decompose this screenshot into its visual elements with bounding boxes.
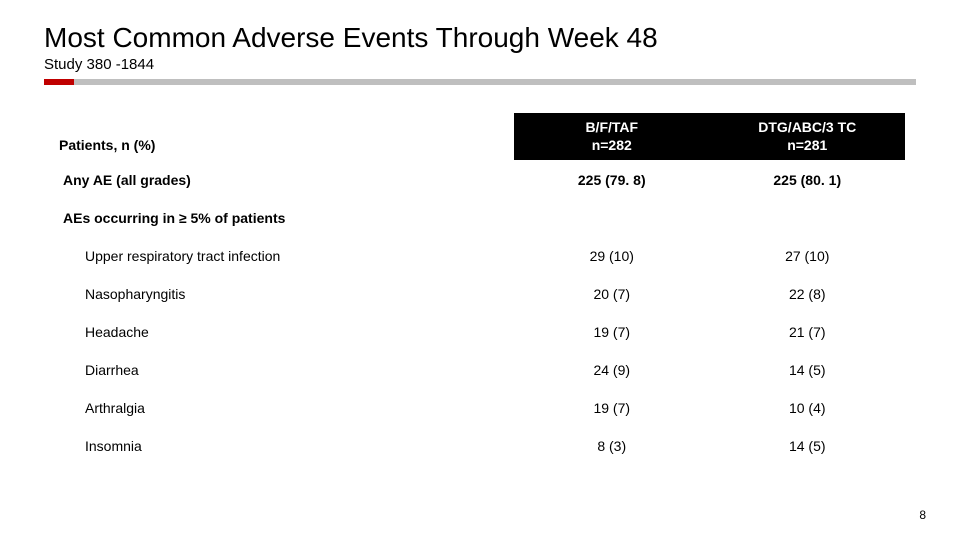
col2-line2: n=281 bbox=[718, 137, 898, 155]
page-number: 8 bbox=[919, 508, 926, 522]
row-label: Upper respiratory tract infection bbox=[55, 237, 514, 275]
table-row: Headache19 (7)21 (7) bbox=[55, 313, 905, 351]
row-label: Insomnia bbox=[55, 427, 514, 465]
table-row: Arthralgia19 (7)10 (4) bbox=[55, 389, 905, 427]
row-value-2: 14 (5) bbox=[710, 427, 906, 465]
row-label: Nasopharyngitis bbox=[55, 275, 514, 313]
slide-subtitle: Study 380 -1844 bbox=[44, 56, 916, 73]
row-label: Arthralgia bbox=[55, 389, 514, 427]
row-value-1: 29 (10) bbox=[514, 237, 710, 275]
row-header-label: Patients, n (%) bbox=[55, 113, 514, 161]
title-rule bbox=[44, 79, 916, 85]
row-value-1: 19 (7) bbox=[514, 313, 710, 351]
col-header-1: B/F/TAF n=282 bbox=[514, 113, 710, 161]
rule-accent bbox=[44, 79, 74, 85]
table-body: Any AE (all grades)225 (79. 8)225 (80. 1… bbox=[55, 161, 905, 465]
row-value-1: 20 (7) bbox=[514, 275, 710, 313]
table-row: AEs occurring in ≥ 5% of patients bbox=[55, 199, 905, 237]
table-row: Nasopharyngitis20 (7)22 (8) bbox=[55, 275, 905, 313]
row-value-1: 24 (9) bbox=[514, 351, 710, 389]
col-header-2: DTG/ABC/3 TC n=281 bbox=[710, 113, 906, 161]
row-value-2: 10 (4) bbox=[710, 389, 906, 427]
table-row: Any AE (all grades)225 (79. 8)225 (80. 1… bbox=[55, 161, 905, 199]
col1-line1: B/F/TAF bbox=[522, 119, 702, 137]
col2-line1: DTG/ABC/3 TC bbox=[718, 119, 898, 137]
rule-gray bbox=[74, 79, 916, 85]
row-label: Any AE (all grades) bbox=[55, 161, 514, 199]
row-label: Headache bbox=[55, 313, 514, 351]
table-row: Insomnia8 (3)14 (5) bbox=[55, 427, 905, 465]
slide-title: Most Common Adverse Events Through Week … bbox=[44, 22, 916, 54]
row-value-1: 8 (3) bbox=[514, 427, 710, 465]
slide: Most Common Adverse Events Through Week … bbox=[0, 0, 960, 540]
adverse-events-table: Patients, n (%) B/F/TAF n=282 DTG/ABC/3 … bbox=[55, 113, 905, 466]
row-value-1: 19 (7) bbox=[514, 389, 710, 427]
row-label: Diarrhea bbox=[55, 351, 514, 389]
row-label: AEs occurring in ≥ 5% of patients bbox=[55, 199, 514, 237]
row-value-2: 14 (5) bbox=[710, 351, 906, 389]
row-value-2: 27 (10) bbox=[710, 237, 906, 275]
row-value-2: 225 (80. 1) bbox=[710, 161, 906, 199]
row-value-2: 22 (8) bbox=[710, 275, 906, 313]
table-header-row: Patients, n (%) B/F/TAF n=282 DTG/ABC/3 … bbox=[55, 113, 905, 161]
row-value-1 bbox=[514, 199, 710, 237]
row-value-2: 21 (7) bbox=[710, 313, 906, 351]
table-row: Diarrhea24 (9)14 (5) bbox=[55, 351, 905, 389]
row-value-1: 225 (79. 8) bbox=[514, 161, 710, 199]
table-row: Upper respiratory tract infection29 (10)… bbox=[55, 237, 905, 275]
row-value-2 bbox=[710, 199, 906, 237]
col1-line2: n=282 bbox=[522, 137, 702, 155]
